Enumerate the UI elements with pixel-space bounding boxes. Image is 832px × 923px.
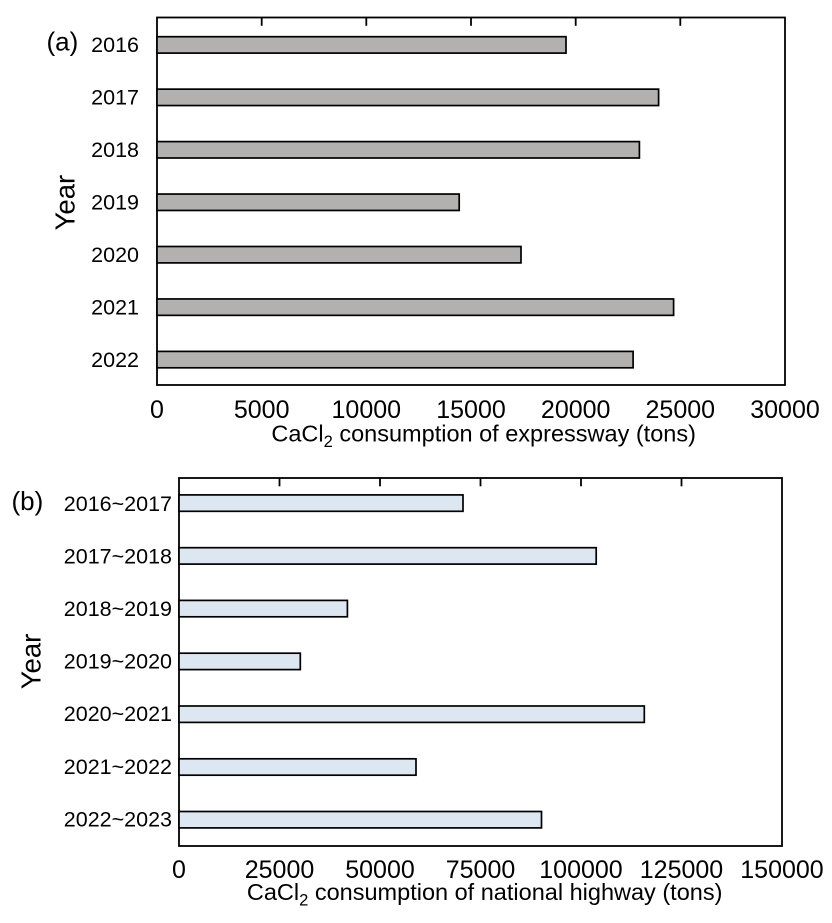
svg-text:2017: 2017: [91, 85, 139, 109]
svg-text:0: 0: [172, 856, 186, 884]
svg-text:(b): (b): [12, 486, 44, 516]
svg-text:2016: 2016: [91, 33, 139, 57]
svg-text:100000: 100000: [539, 856, 622, 884]
svg-text:2019~2020: 2019~2020: [64, 650, 172, 674]
svg-text:CaCl2 consumption of expresswa: CaCl2 consumption of expressway (tons): [271, 421, 696, 452]
svg-text:125000: 125000: [640, 856, 723, 884]
svg-text:2018: 2018: [91, 138, 139, 162]
svg-text:15000: 15000: [436, 396, 506, 424]
svg-text:2018~2019: 2018~2019: [64, 597, 172, 621]
svg-text:2022~2023: 2022~2023: [64, 807, 172, 831]
svg-text:(a): (a): [47, 27, 79, 57]
svg-text:Year: Year: [50, 175, 81, 231]
svg-text:150000: 150000: [740, 856, 823, 884]
svg-text:2022: 2022: [91, 348, 139, 372]
svg-text:2020~2021: 2020~2021: [64, 702, 172, 726]
svg-text:Year: Year: [16, 634, 47, 690]
svg-text:2016~2017: 2016~2017: [64, 492, 172, 516]
svg-text:20000: 20000: [541, 396, 611, 424]
svg-text:2020: 2020: [91, 243, 139, 267]
svg-text:25000: 25000: [646, 396, 716, 424]
svg-text:2021: 2021: [91, 296, 139, 320]
svg-text:2021~2022: 2021~2022: [64, 755, 172, 779]
svg-text:5000: 5000: [234, 396, 290, 424]
svg-text:2019: 2019: [91, 191, 139, 215]
svg-text:30000: 30000: [750, 396, 820, 424]
svg-text:2017~2018: 2017~2018: [64, 545, 172, 569]
svg-text:CaCl2 consumption of national: CaCl2 consumption of national highway (t…: [247, 879, 723, 910]
svg-text:50000: 50000: [345, 856, 415, 884]
svg-text:25000: 25000: [245, 856, 315, 884]
svg-text:0: 0: [150, 396, 164, 424]
svg-text:10000: 10000: [332, 396, 402, 424]
svg-text:75000: 75000: [446, 856, 516, 884]
